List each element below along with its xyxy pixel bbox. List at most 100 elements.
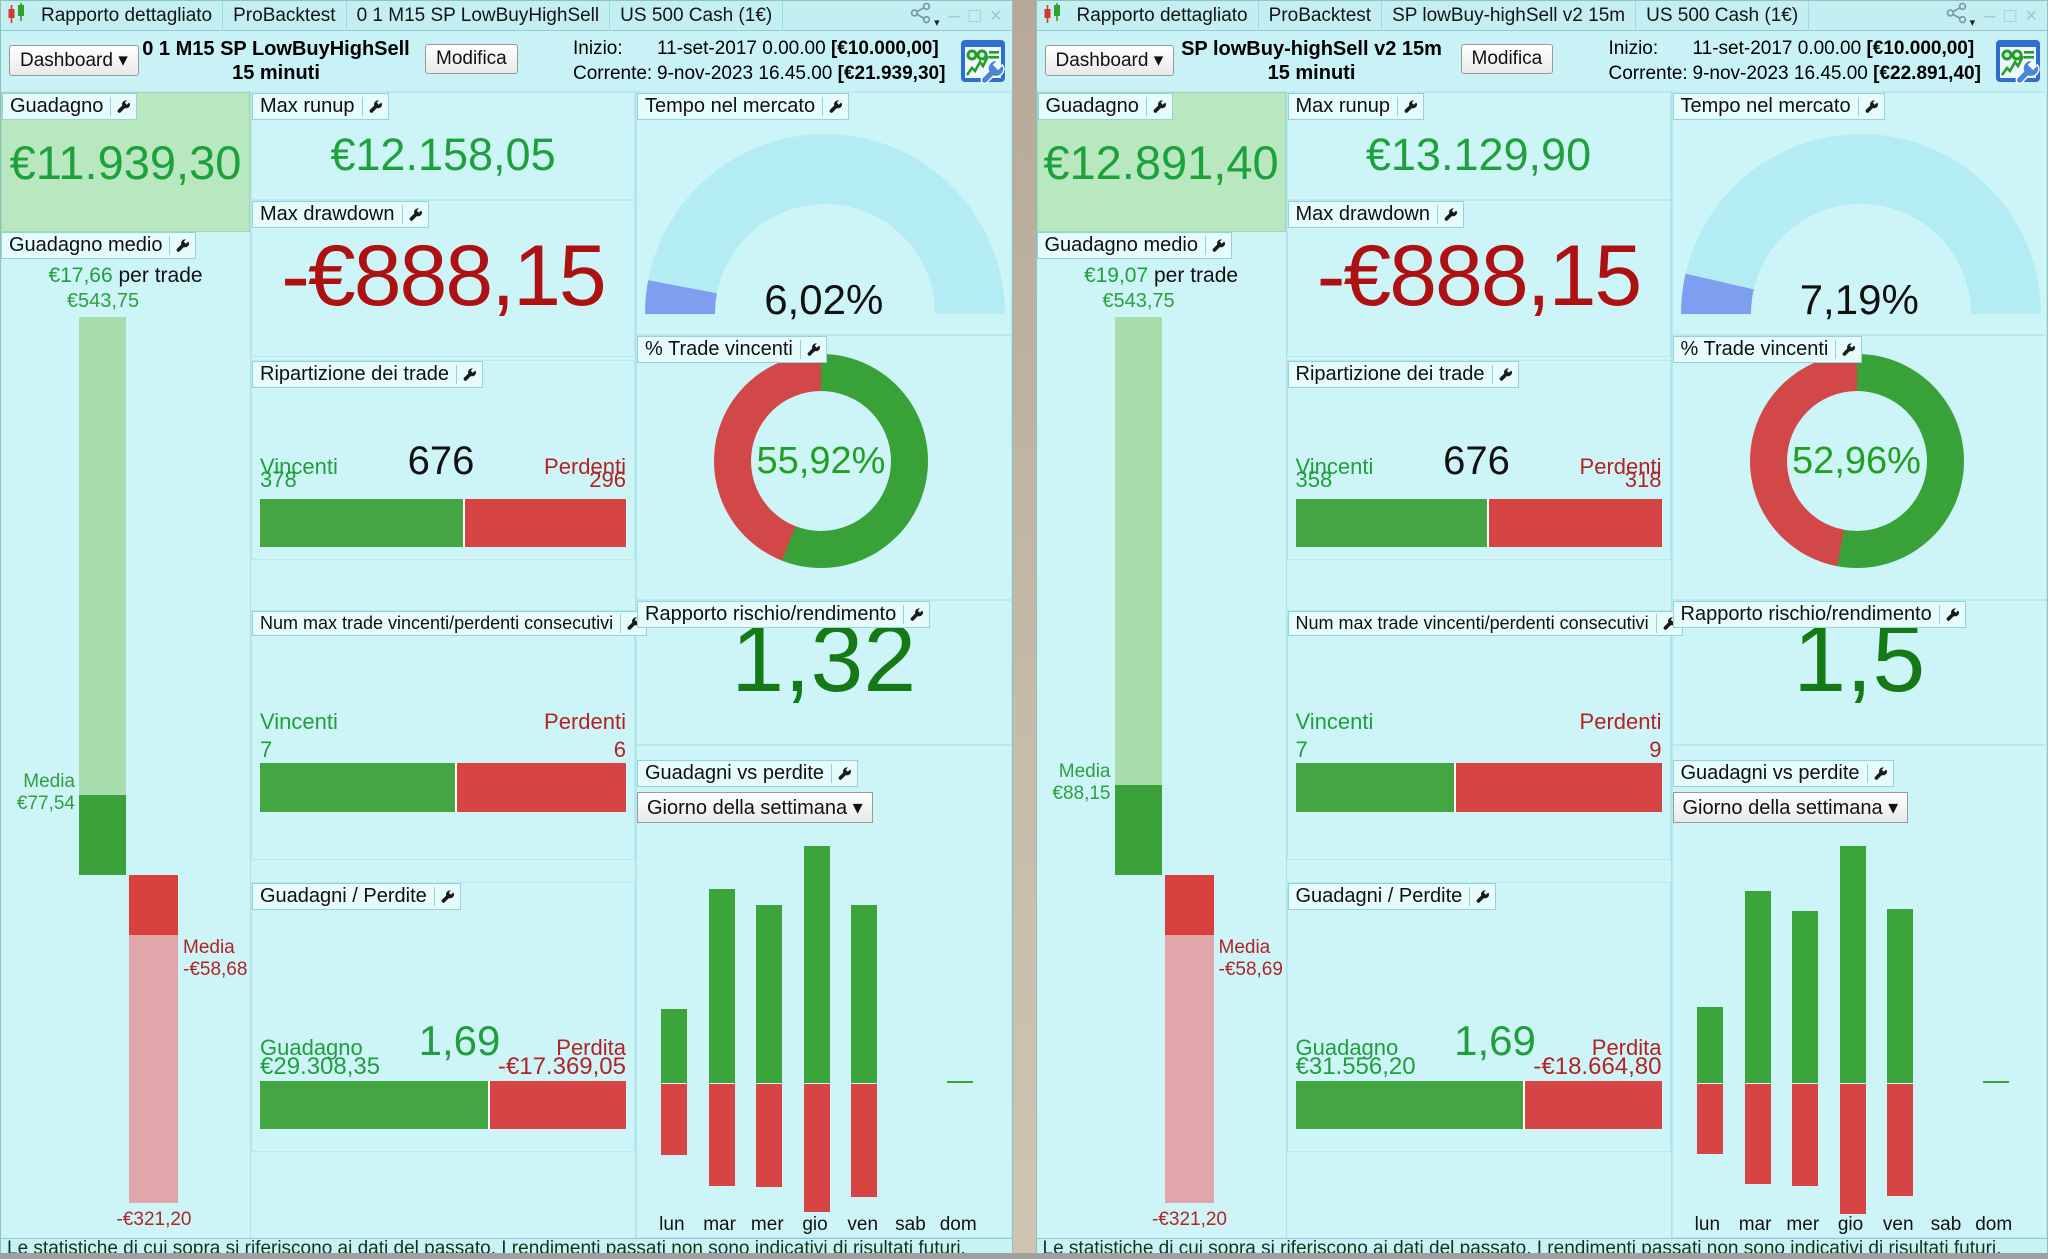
report-settings-icon[interactable] bbox=[959, 37, 1007, 85]
weekday-bar-ven bbox=[851, 746, 877, 1237]
num-max-label: Num max trade vincenti/perdenti consecut… bbox=[1295, 613, 1649, 633]
inizio-amount: [€10.000,00] bbox=[1866, 38, 1975, 59]
share-dropdown-icon[interactable]: ▾ bbox=[1969, 17, 1976, 29]
loss-bar bbox=[661, 1084, 687, 1155]
weekday-bar-ven bbox=[1886, 746, 1913, 1237]
ripartizione-headers: Vincenti 676 Perdenti bbox=[1296, 439, 1662, 484]
day-label: mar bbox=[1738, 1214, 1772, 1235]
perdenti-label: Perdenti bbox=[1579, 709, 1662, 734]
wrench-icon[interactable] bbox=[1655, 614, 1682, 633]
close-button[interactable]: × bbox=[989, 4, 1002, 27]
vincenti-label: Vincenti bbox=[1295, 454, 1374, 479]
perdenti-label: Perdenti bbox=[544, 709, 626, 734]
perdita-total: -€17.369,05 bbox=[497, 1053, 626, 1080]
wrench-icon[interactable] bbox=[361, 97, 388, 116]
modifica-button[interactable]: Modifica bbox=[425, 44, 518, 74]
maximize-button[interactable]: □ bbox=[968, 4, 981, 27]
wrench-icon[interactable] bbox=[903, 605, 929, 624]
dashboard-dropdown[interactable]: Dashboard ▾ bbox=[1044, 45, 1175, 76]
win-bar-segment bbox=[1295, 499, 1490, 547]
report-content: Guadagno €12.891,40 Guadagno medio €19,0… bbox=[1036, 91, 2047, 1238]
wrench-icon[interactable] bbox=[1145, 97, 1172, 116]
titlebar-tab-probacktest: ProBacktest bbox=[1259, 0, 1383, 31]
wrench-icon[interactable] bbox=[1469, 887, 1495, 906]
wrench-icon[interactable] bbox=[1866, 764, 1893, 783]
tempo-label: Tempo nel mercato bbox=[645, 95, 816, 117]
report-settings-icon[interactable] bbox=[1994, 37, 2042, 85]
share-icon[interactable] bbox=[1946, 2, 1968, 30]
window-controls: ▾ – □ × bbox=[910, 2, 1011, 30]
panel-guadagni-vs-perdite: Guadagni vs perdite Giorno della settima… bbox=[1671, 745, 2047, 1238]
maximize-button[interactable]: □ bbox=[2004, 4, 2017, 27]
weekday-bar-mar bbox=[709, 746, 735, 1237]
wrench-icon[interactable] bbox=[1835, 340, 1861, 359]
gain-bar bbox=[1982, 1081, 2009, 1083]
minimize-button[interactable]: – bbox=[1984, 4, 1996, 27]
media-loss-label: Media -€58,68 bbox=[183, 937, 248, 980]
win-bar-segment bbox=[1295, 763, 1456, 812]
wrench-icon[interactable] bbox=[456, 365, 482, 384]
guadagni-perdite-label: Guadagni / Perdite bbox=[1295, 885, 1463, 907]
avg-loss-bar bbox=[129, 935, 178, 1203]
dashboard-dropdown[interactable]: Dashboard ▾ bbox=[9, 45, 139, 76]
backtest-period-info: Inizio: 11-set-2017 0.00.00 [€10.000,00] … bbox=[1609, 36, 1981, 86]
perdita-label: Perdita bbox=[556, 1035, 626, 1060]
loss-bar bbox=[1696, 1084, 1723, 1154]
wrench-icon[interactable] bbox=[1204, 236, 1231, 255]
tempo-value: 6,02% bbox=[764, 276, 884, 323]
panel-ripartizione: Ripartizione dei trade Vincenti 676 Perd… bbox=[251, 360, 635, 560]
win-rate-donut: 52,96% bbox=[1749, 354, 1964, 568]
panel-max-runup: Max runup €13.129,90 bbox=[1286, 92, 1671, 200]
panel-guadagni-perdite: Guadagni / Perdite Guadagno 1,69 Perdita… bbox=[1286, 882, 1671, 1152]
share-dropdown-icon[interactable]: ▾ bbox=[934, 17, 940, 29]
avg-trade-min-label: -€321,20 bbox=[1151, 1209, 1227, 1230]
day-label: ven bbox=[1882, 1214, 1914, 1235]
wrench-icon[interactable] bbox=[1857, 97, 1884, 116]
weekday-bar-gio bbox=[804, 746, 830, 1237]
wrench-icon[interactable] bbox=[831, 764, 857, 783]
day-label: mer bbox=[1786, 1214, 1820, 1235]
weekday-bar-lun bbox=[661, 746, 687, 1237]
weekday-selector-dropdown[interactable]: Giorno della settimana ▾ bbox=[1672, 792, 1909, 823]
wrench-icon[interactable] bbox=[401, 205, 428, 224]
wrench-icon[interactable] bbox=[799, 340, 826, 359]
strategy-name: 0 1 M15 SP LowBuyHighSell bbox=[142, 38, 410, 60]
inizio-row: Inizio: 11-set-2017 0.00.00 [€10.000,00] bbox=[1609, 36, 1981, 61]
wrench-icon[interactable] bbox=[110, 97, 136, 116]
window-titlebar: Rapporto dettagliato ProBacktest 0 1 M15… bbox=[1, 0, 1012, 31]
media-loss-label: Media -€58,69 bbox=[1218, 937, 1283, 980]
day-label: lun bbox=[1694, 1214, 1721, 1235]
corrente-amount: [€22.891,40] bbox=[1873, 63, 1981, 84]
close-button[interactable]: × bbox=[2025, 4, 2037, 27]
wrench-icon[interactable] bbox=[822, 97, 848, 116]
gp-bar bbox=[1295, 1081, 1662, 1129]
wrench-icon[interactable] bbox=[1491, 365, 1518, 384]
ripartizione-headers: Vincenti 676 Perdenti bbox=[260, 439, 626, 484]
avg-loss-media-bar bbox=[129, 875, 178, 935]
panel-guadagno-medio: Guadagno medio €17,66 per trade €543,75 … bbox=[1, 232, 250, 1238]
wrench-icon[interactable] bbox=[1397, 97, 1423, 116]
loss-bar bbox=[1744, 1084, 1771, 1184]
wrench-icon[interactable] bbox=[620, 614, 646, 633]
titlebar-tab-report: Rapporto dettagliato bbox=[31, 0, 224, 31]
perdenti-label: Perdenti bbox=[544, 454, 626, 479]
minimize-button[interactable]: – bbox=[948, 4, 960, 27]
share-icon[interactable] bbox=[910, 2, 932, 30]
window-controls: ▾ – □ × bbox=[1946, 2, 2047, 30]
modifica-button[interactable]: Modifica bbox=[1460, 44, 1554, 74]
panel-guadagno: Guadagno €11.939,30 bbox=[1, 92, 250, 232]
gain-bar bbox=[804, 846, 830, 1083]
weekday-selector-dropdown[interactable]: Giorno della settimana ▾ bbox=[637, 792, 873, 823]
panel-rapporto-rischio: Rapporto rischio/rendimento 1,32 bbox=[636, 600, 1012, 745]
panel-num-max-consecutivi: Num max trade vincenti/perdenti consecut… bbox=[1286, 610, 1683, 860]
wrench-icon[interactable] bbox=[1437, 205, 1463, 224]
day-label: gio bbox=[802, 1214, 828, 1235]
wrench-icon[interactable] bbox=[169, 236, 195, 255]
wrench-icon[interactable] bbox=[433, 887, 460, 906]
gp-headers: Guadagno 1,69 Perdita bbox=[1296, 1017, 1662, 1065]
candlestick-icon bbox=[1043, 2, 1063, 32]
avg-trade-min-label: -€321,20 bbox=[116, 1209, 192, 1230]
ripartizione-label: Ripartizione dei trade bbox=[260, 363, 449, 385]
wrench-icon[interactable] bbox=[1938, 605, 1965, 624]
max-runup-label: Max runup bbox=[1295, 95, 1391, 117]
